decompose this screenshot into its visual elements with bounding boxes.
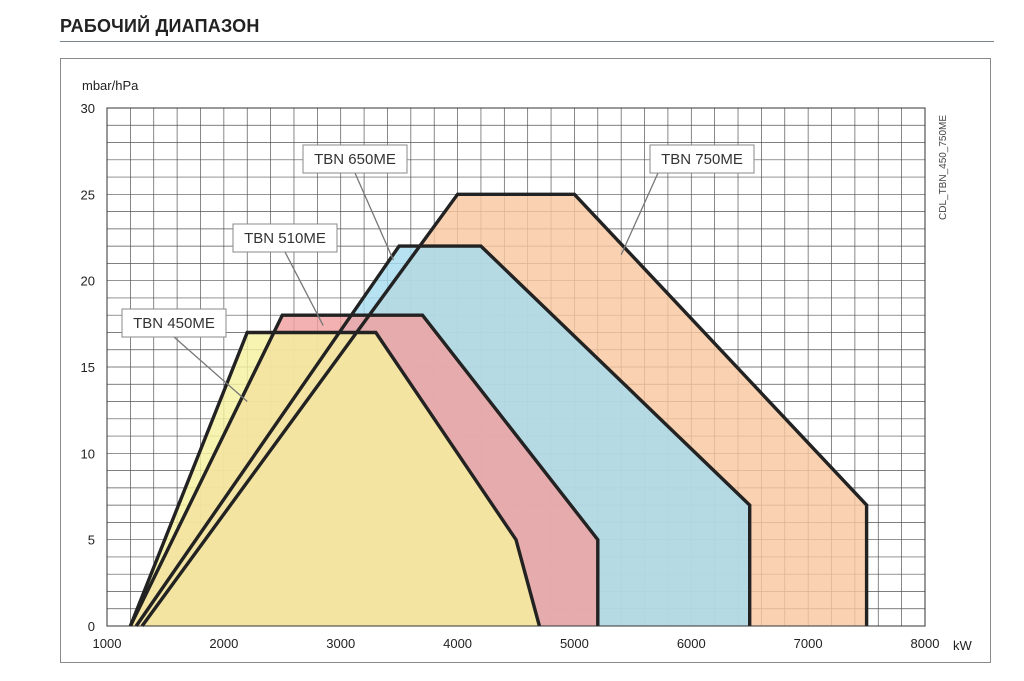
chart-frame [60, 58, 991, 663]
leader-line [173, 336, 248, 403]
y-tick-label: 20 [81, 274, 95, 289]
x-tick-label: 3000 [326, 636, 355, 651]
series-label: TBN 650ME [314, 151, 396, 168]
y-tick-label: 10 [81, 446, 95, 461]
outline-tbn-450me [128, 330, 542, 627]
series-labels: TBN 450ME TBN 510ME TBN 650ME TBN 750ME [121, 144, 755, 403]
x-tick-label: 7000 [794, 636, 823, 651]
x-tick-label: 1000 [93, 636, 122, 651]
y-axis-label: mbar/hPa [82, 78, 139, 93]
y-tick-label: 30 [81, 101, 95, 116]
series-label: TBN 510ME [244, 230, 326, 247]
page-title: РАБОЧИЙ ДИАПАЗОН [60, 16, 260, 36]
x-axis-label: kW [953, 638, 973, 653]
chart-axes: 1000 2000 3000 4000 5000 6000 7000 8000 0 5 10 15 20… [81, 101, 940, 651]
title-divider [60, 41, 994, 42]
x-tick-label: 4000 [443, 636, 472, 651]
plot-border [106, 107, 926, 627]
series-label: TBN 750ME [661, 151, 743, 168]
x-tick-label: 8000 [911, 636, 940, 651]
label-box [232, 223, 338, 253]
label-box [302, 144, 408, 174]
y-tick-label: 0 [88, 619, 95, 634]
y-tick-label: 15 [81, 360, 95, 375]
y-tick-label: 5 [88, 533, 95, 548]
area-tbn-450me [130, 332, 540, 626]
outline-tbn-750me [140, 192, 869, 628]
x-tick-label: 2000 [209, 636, 238, 651]
leader-line [354, 172, 394, 261]
series-areas [128, 192, 869, 628]
label-box [649, 144, 755, 174]
outline-tbn-650me [134, 244, 752, 627]
series-label: TBN 450ME [133, 315, 215, 332]
x-tick-label: 5000 [560, 636, 589, 651]
x-tick-label: 6000 [677, 636, 706, 651]
leader-line [620, 172, 659, 256]
outline-tbn-510me [128, 313, 600, 627]
label-box [121, 308, 227, 338]
figure-code: CDL_TBN_450_750ME [938, 115, 949, 220]
y-tick-label: 25 [81, 187, 95, 202]
leader-line [284, 251, 324, 326]
